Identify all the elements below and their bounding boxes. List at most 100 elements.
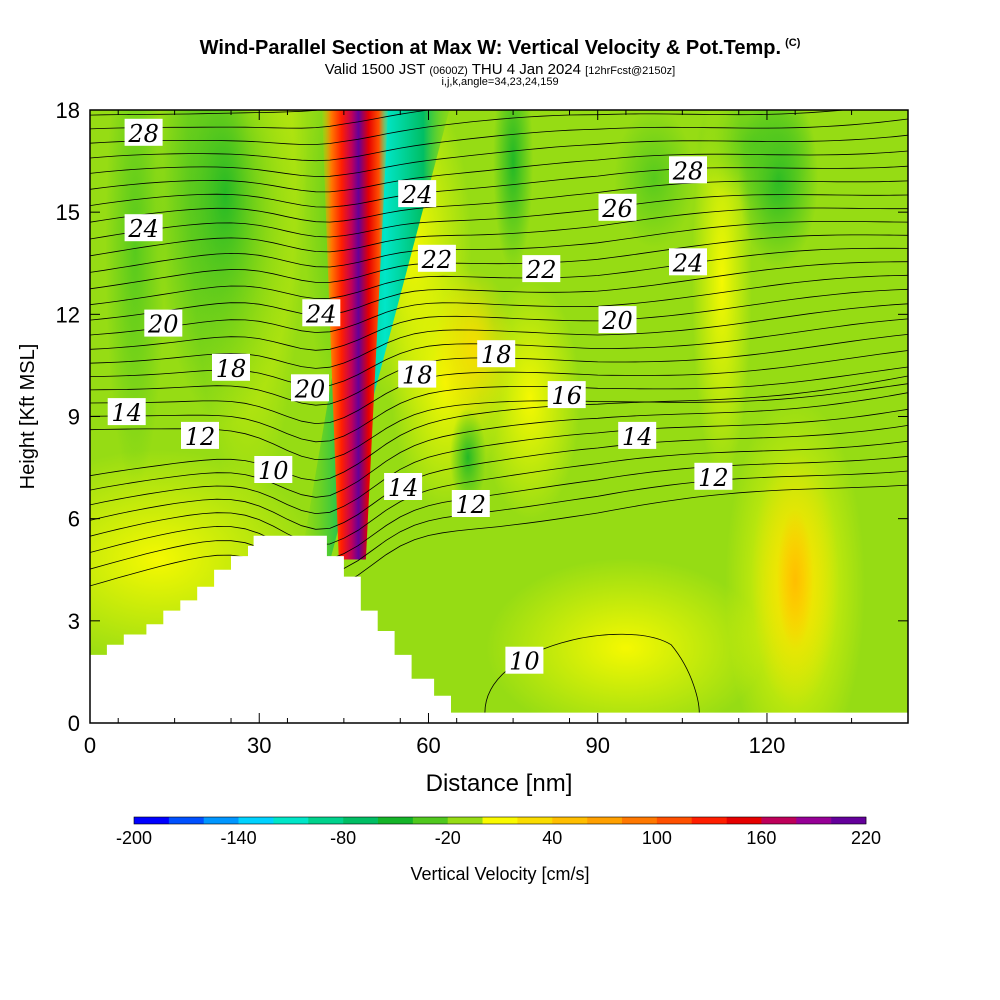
updraft-core [321,110,389,560]
theta-contour-line [90,247,908,306]
theta-label-14: 14 [384,473,423,502]
theta-label-text: 22 [421,246,453,274]
theta-contour-10-loop [484,633,700,713]
colorbar-swatch [343,817,379,824]
theta-contour-labels: 28 24 20 18 14 12 10 24 20 24 22 18 14 12 22 18 16 14 10 26… [107,118,733,676]
velocity-blob [485,558,766,723]
theta-contour-line [90,194,908,240]
colorbar-swatch [552,817,588,824]
colorbar-swatch [273,817,309,824]
colorbar-tick-label: -200 [116,828,152,848]
theta-label-18: 18 [398,360,437,390]
velocity-blob [433,268,514,429]
theta-contour-line [90,366,908,443]
colorbar-swatch [622,817,658,824]
colorbar: -200 -140 -80 -20 40 100 160 220 Vertical Veloci… [116,816,881,884]
colorbar-swatch [308,817,344,824]
theta-label-text: 14 [622,423,653,451]
theta-contour-line [90,375,908,481]
y-tick-label: 9 [68,405,80,430]
theta-label-box [669,248,707,276]
theta-label-text: 12 [698,464,729,492]
terrain [90,535,908,723]
x-tick-label: 0 [84,733,96,758]
velocity-blob [105,110,166,487]
theta-label-12: 12 [181,421,219,451]
theta-label-box [694,462,733,490]
colorbar-swatch [587,817,623,824]
theta-contour-line [90,134,908,177]
theta-contour-line [90,303,908,369]
theta-label-24: 24 [124,214,163,243]
colorbar-tick-label: 40 [542,828,562,848]
theta-label-text: 24 [305,300,337,328]
theta-label-28: 28 [124,118,163,148]
theta-label-14: 14 [618,421,657,451]
theta-label-text: 12 [185,423,216,451]
theta-label-24: 24 [669,248,707,277]
colorbar-frame [133,816,867,825]
y-axis-label: Height [Kft MSL] [17,344,39,490]
velocity-blob [777,509,814,650]
theta-label-box [398,180,437,208]
theta-label-text: 18 [481,341,512,369]
valid-date: THU 4 Jan 2024 [471,61,581,78]
theta-label-text: 12 [456,491,487,519]
colorbar-swatch [831,817,867,824]
theta-label-box [598,306,637,334]
colorbar-tick-label: -20 [435,828,461,848]
theta-contour-line [90,408,908,515]
y-tick-label: 3 [68,609,80,634]
theta-contour-line [90,110,432,130]
theta-label-box [254,456,293,483]
theta-label-text: 18 [216,355,247,383]
x-tick-label: 60 [416,733,440,758]
colorbar-swatch [796,817,832,824]
chart-subtitle: Valid 1500 JST (0600Z) THU 4 Jan 2024 [1… [0,61,1000,78]
theta-label-box [618,421,657,449]
theta-label-box [212,353,250,381]
theta-contour-line [90,261,908,321]
theta-label-text: 16 [551,382,582,410]
chart-title-text: Wind-Parallel Section at Max W: Vertical… [199,37,782,59]
theta-contour-line [90,455,908,561]
theta-label-text: 20 [601,307,633,335]
theta-contour-line [90,383,908,461]
theta-label-text: 24 [672,249,704,277]
theta-label-text: 14 [388,474,419,502]
theta-contour-line [90,220,908,273]
velocity-blob [155,110,296,426]
theta-contour-line [90,350,908,425]
colorbar-swatch [378,817,414,824]
theta-contour-line [90,110,849,145]
terrain-profile [90,535,908,723]
theta-contour-line [90,180,908,223]
theta-label-box [451,490,490,517]
y-tick-label: 12 [56,302,80,327]
colorbar-swatch [238,817,274,824]
theta-label-box [124,214,163,242]
chart-title: Wind-Parallel Section at Max W: Vertical… [0,37,1000,60]
theta-label-box [124,118,163,146]
theta-contour-line [90,440,908,546]
theta-label-14: 14 [107,398,146,427]
theta-label-text: 28 [127,120,159,148]
valid-time: Valid 1500 JST [324,61,426,78]
colorbar-tick-label: -80 [330,828,356,848]
theta-label-box [384,473,423,500]
theta-label-22: 22 [522,255,561,284]
theta-contour-line [90,165,908,208]
theta-label-box [522,255,561,283]
theta-label-text: 20 [147,311,179,339]
y-tick-label: 15 [56,200,80,225]
theta-contour-line [90,110,322,116]
theta-label-26: 26 [598,193,637,223]
theta-label-text: 22 [525,256,557,284]
theta-label-box [505,646,544,674]
forecast-info: [12hrFcst@2150z] [585,65,676,77]
theta-contour-line [90,118,908,162]
theta-contour-line [90,484,908,590]
theta-label-box [477,340,516,368]
velocity-blob [691,110,752,481]
